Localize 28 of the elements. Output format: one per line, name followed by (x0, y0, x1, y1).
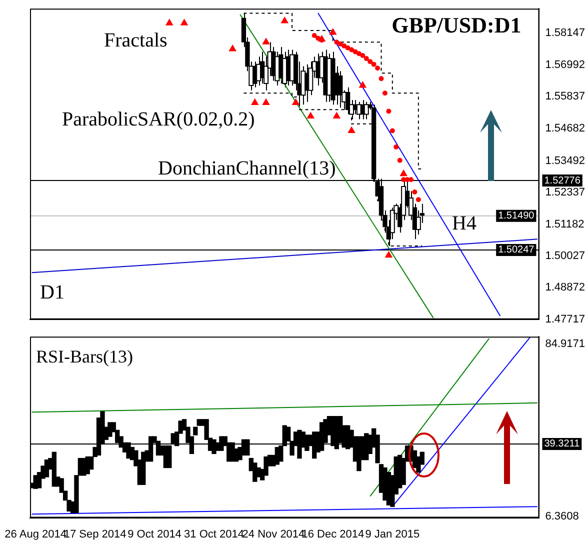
ref-line-label: 39.3211 (544, 438, 580, 450)
y-tick-label: 1.50027 (545, 250, 586, 262)
ref-line-label: 1.52776 (544, 175, 581, 186)
chart-title: GBP/USD:D1 (392, 12, 522, 38)
ref-line-label: 1.51490 (498, 210, 535, 222)
y-tick-label: 6.3608 (545, 510, 579, 522)
annotation: H4 (452, 212, 476, 235)
y-tick-label: 1.53492 (545, 154, 586, 167)
y-tick-label: 1.55837 (545, 90, 586, 103)
x-tick-label: 26 Aug 2014 (4, 528, 66, 540)
annotation: Fractals (104, 30, 168, 52)
x-tick-label: 24 Nov 2014 (242, 528, 305, 540)
y-tick-label: 84.9171 (545, 338, 586, 350)
y-tick-label: 1.54682 (545, 122, 586, 134)
y-tick-label: 1.51182 (545, 218, 584, 230)
ref-line-label: 1.50247 (498, 244, 535, 256)
text: RSI-Bars(13) (36, 346, 133, 367)
annotation: D1 (40, 282, 64, 304)
x-tick-label: 9 Oct 2014 (128, 528, 182, 540)
x-tick-label: 9 Jan 2015 (365, 528, 420, 540)
y-tick-label: 1.52337 (545, 186, 586, 199)
x-tick-label: 31 Oct 2014 (184, 528, 244, 540)
y-tick-label: 1.47717 (545, 313, 586, 326)
y-tick-label: 1.58147 (545, 27, 586, 40)
annotation: ParabolicSAR(0.02,0.2) (62, 108, 255, 131)
y-tick-label: 1.56992 (545, 58, 586, 71)
y-tick-label: 1.48872 (545, 282, 586, 294)
annotation: DonchianChannel(13) (158, 158, 336, 180)
